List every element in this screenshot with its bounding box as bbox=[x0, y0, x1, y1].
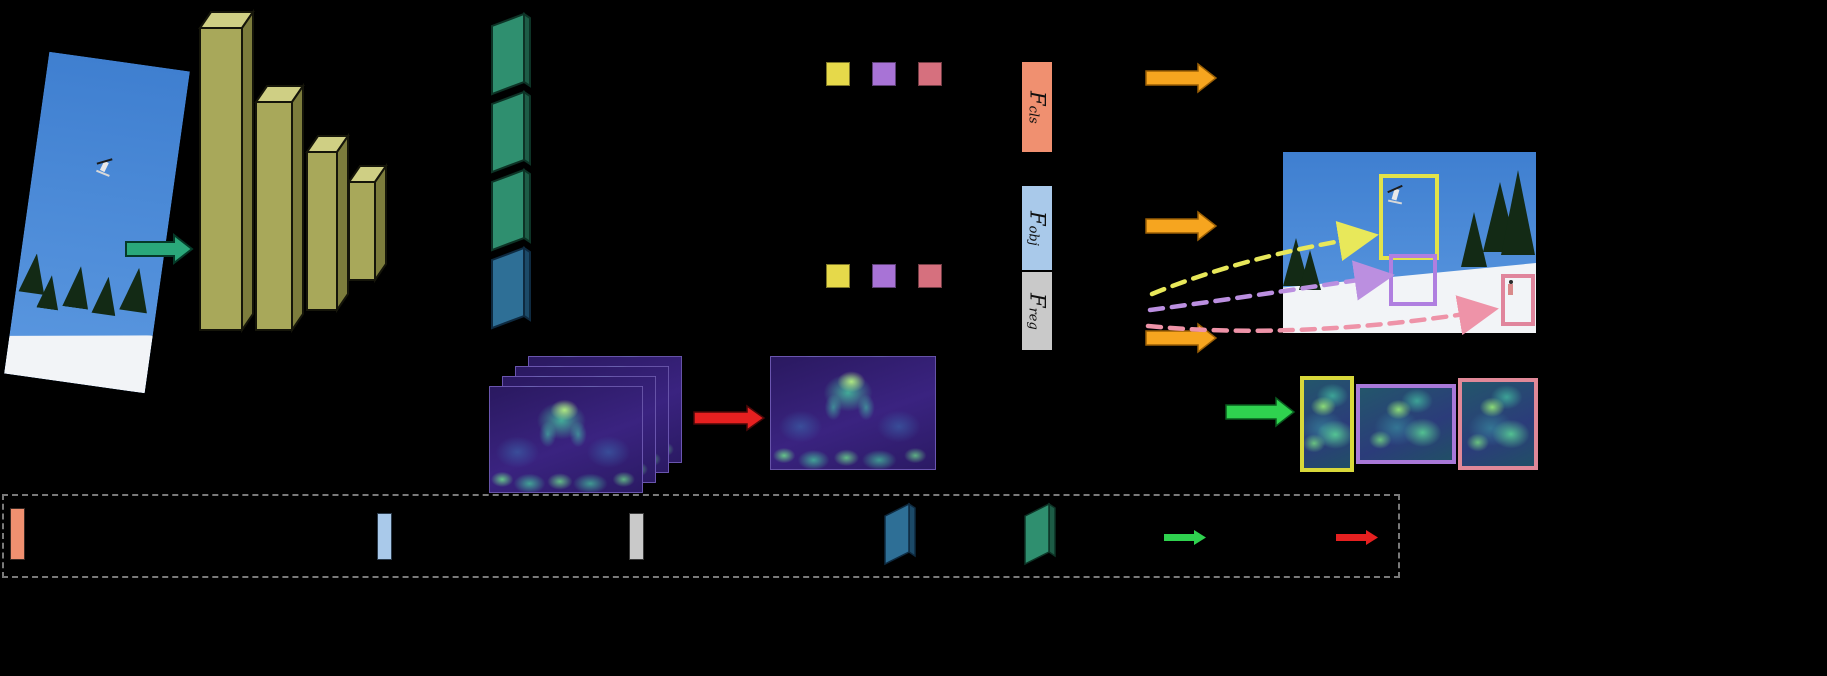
object-attention-patch-pink bbox=[1458, 378, 1538, 470]
detection-box-pink bbox=[1501, 274, 1535, 326]
query-token-yellow bbox=[826, 62, 850, 86]
feature-slab-teal bbox=[491, 168, 531, 252]
query-token-yellow bbox=[826, 264, 850, 288]
feature-slab-teal bbox=[491, 12, 531, 96]
red-arrow-aggregate bbox=[693, 404, 766, 432]
output-image bbox=[1283, 152, 1536, 333]
feature-slab-blue bbox=[491, 246, 531, 330]
cls-head-box: Fcls bbox=[1022, 62, 1052, 152]
backbone-block bbox=[198, 8, 255, 334]
backbone-block bbox=[254, 82, 305, 334]
attention-map-layer-front bbox=[489, 386, 643, 493]
legend-box bbox=[2, 494, 1400, 578]
object-attention-patch-purple bbox=[1356, 384, 1456, 464]
obj-head-box: Fobj bbox=[1022, 186, 1052, 270]
feature-slab-teal bbox=[491, 90, 531, 174]
legend-reg-head-swatch bbox=[629, 513, 644, 560]
detection-box-yellow bbox=[1379, 174, 1439, 260]
query-token-pink bbox=[918, 264, 942, 288]
skier-figure bbox=[95, 157, 114, 177]
orange-arrow-reg bbox=[1145, 322, 1218, 354]
green-arrow-patches bbox=[1225, 396, 1296, 428]
legend-cls-head-swatch bbox=[10, 508, 25, 560]
person-body bbox=[1508, 284, 1513, 295]
backbone-block bbox=[305, 132, 350, 314]
reg-head-label: Freg bbox=[1025, 292, 1050, 330]
reg-head-box: Freg bbox=[1022, 272, 1052, 350]
legend-obj-head-swatch bbox=[377, 513, 392, 560]
cls-head-label: Fcls bbox=[1025, 90, 1050, 124]
orange-arrow-cls bbox=[1145, 62, 1218, 94]
query-token-purple bbox=[872, 62, 896, 86]
person-head bbox=[1509, 280, 1513, 284]
backbone-block bbox=[347, 162, 388, 284]
query-token-pink bbox=[918, 62, 942, 86]
object-attention-patch-yellow bbox=[1300, 376, 1354, 472]
obj-head-label: Fobj bbox=[1025, 210, 1050, 246]
person-figure bbox=[1507, 280, 1515, 296]
detection-box-purple bbox=[1389, 254, 1437, 306]
input-image bbox=[4, 51, 190, 394]
orange-arrow-obj bbox=[1145, 210, 1218, 242]
query-token-purple bbox=[872, 264, 896, 288]
aggregated-attention-map bbox=[770, 356, 936, 470]
